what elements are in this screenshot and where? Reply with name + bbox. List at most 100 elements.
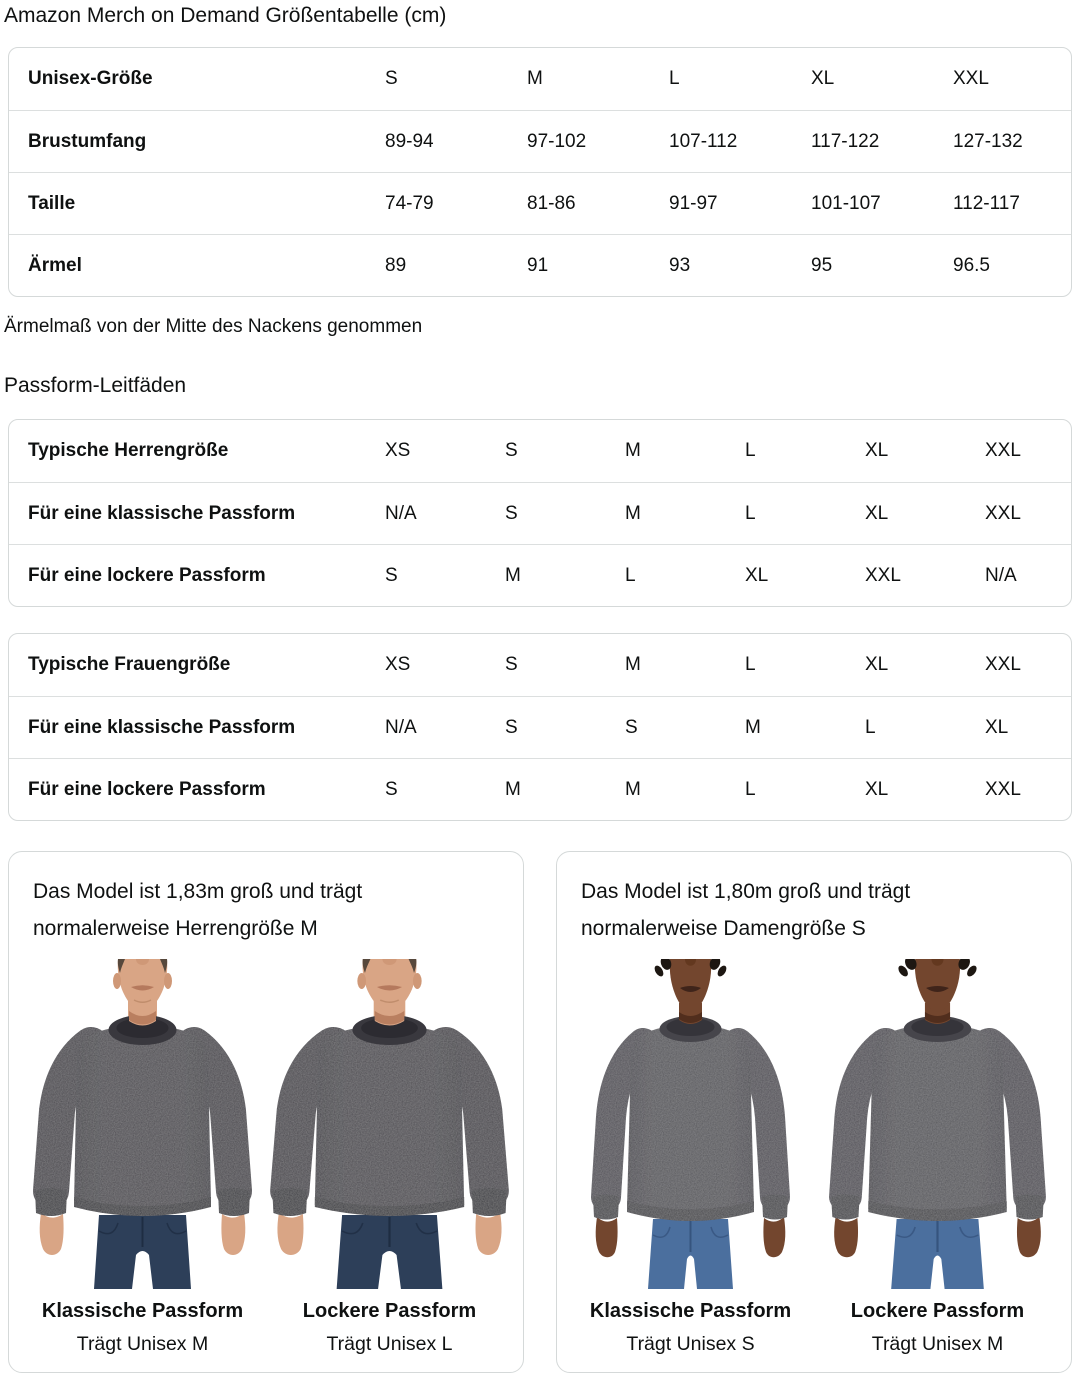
table-row: Taille 74-79 81-86 91-97 101-107 112-117 bbox=[9, 172, 1071, 234]
size-value: 97-102 bbox=[527, 130, 587, 152]
size-value: M bbox=[527, 68, 543, 89]
size-value: XXL bbox=[953, 68, 989, 89]
size-value: L bbox=[745, 778, 756, 800]
size-value: S bbox=[505, 654, 518, 675]
size-value: XL bbox=[745, 564, 769, 586]
table-row: Brustumfang 89-94 97-102 107-112 117-122… bbox=[9, 110, 1071, 172]
model-card-women: Das Model ist 1,80m groß und trägt norma… bbox=[556, 851, 1072, 1373]
size-value: M bbox=[625, 778, 641, 800]
model-card-description: Das Model ist 1,83m groß und trägt norma… bbox=[33, 880, 363, 940]
size-value: 91 bbox=[527, 254, 549, 276]
row-label: Typische Herrengröße bbox=[28, 440, 229, 461]
size-value: XL bbox=[865, 654, 889, 675]
size-value: XL bbox=[865, 440, 889, 461]
size-value: L bbox=[669, 68, 680, 89]
size-value: N/A bbox=[385, 502, 417, 524]
size-value: M bbox=[505, 778, 521, 800]
size-value: S bbox=[385, 778, 398, 800]
fit-caption: Klassische Passform bbox=[41, 1300, 244, 1322]
size-value: N/A bbox=[385, 716, 417, 738]
size-value: S bbox=[505, 502, 518, 524]
size-value: S bbox=[505, 716, 518, 738]
size-value: 89 bbox=[385, 254, 407, 276]
size-value: XL bbox=[811, 68, 835, 89]
size-value: 95 bbox=[811, 254, 833, 276]
size-value: S bbox=[385, 68, 398, 89]
size-value: L bbox=[625, 564, 636, 586]
sleeve-measure-note: Ärmelmaß von der Mitte des Nackens genom… bbox=[4, 316, 423, 337]
size-value: N/A bbox=[985, 564, 1017, 586]
figures-row: Klassische Passform Trägt Unisex S Locke… bbox=[567, 959, 1061, 1356]
row-label: Typische Frauengröße bbox=[28, 654, 231, 675]
row-label: Unisex-Größe bbox=[28, 68, 153, 89]
table-row: Für eine klassische Passform N/A S M L X… bbox=[9, 482, 1071, 544]
table-row: Für eine klassische Passform N/A S S M L… bbox=[9, 696, 1071, 758]
size-value: 112-117 bbox=[953, 192, 1020, 214]
row-label: Für eine klassische Passform bbox=[28, 502, 296, 524]
size-value: S bbox=[505, 440, 518, 461]
size-caption: Trägt Unisex M bbox=[871, 1333, 1004, 1355]
figure-classic-fit: Klassische Passform Trägt Unisex M bbox=[19, 959, 266, 1356]
size-value: XL bbox=[985, 716, 1009, 738]
size-value: 107-112 bbox=[669, 130, 738, 152]
figure-classic-fit: Klassische Passform Trägt Unisex S bbox=[567, 959, 814, 1356]
size-value: 101-107 bbox=[811, 192, 881, 214]
row-label: Für eine lockere Passform bbox=[28, 564, 266, 586]
fit-caption: Klassische Passform bbox=[589, 1300, 792, 1322]
size-value: XS bbox=[385, 440, 411, 461]
size-value: M bbox=[625, 440, 641, 461]
size-value: XL bbox=[865, 778, 889, 800]
size-value: 93 bbox=[669, 254, 691, 276]
size-value: M bbox=[625, 654, 641, 675]
model-photo-man-classic bbox=[25, 959, 260, 1289]
size-caption: Trägt Unisex M bbox=[76, 1333, 209, 1355]
row-label: Für eine lockere Passform bbox=[28, 778, 266, 800]
size-value: XS bbox=[385, 654, 411, 675]
size-value: XXL bbox=[985, 440, 1021, 461]
row-label: Für eine klassische Passform bbox=[28, 716, 296, 738]
table-row: Ärmel 89 91 93 95 96.5 bbox=[9, 234, 1071, 296]
table-row: Unisex-Größe S M L XL XXL bbox=[9, 48, 1071, 110]
size-value: XL bbox=[865, 502, 889, 524]
size-value: S bbox=[625, 716, 638, 738]
size-value: 127-132 bbox=[953, 130, 1023, 152]
size-value: 91-97 bbox=[669, 192, 718, 214]
size-value: M bbox=[745, 716, 761, 738]
size-value: L bbox=[745, 654, 756, 675]
size-value: XXL bbox=[865, 564, 901, 586]
figure-loose-fit: Lockere Passform Trägt Unisex L bbox=[266, 959, 513, 1356]
page-title: Amazon Merch on Demand Größentabelle (cm… bbox=[4, 4, 447, 27]
table-row: Für eine lockere Passform S M L XL XXL N… bbox=[9, 544, 1071, 606]
row-label: Taille bbox=[28, 192, 76, 214]
size-value: 89-94 bbox=[385, 130, 434, 152]
model-photo-man-loose bbox=[272, 959, 507, 1289]
unisex-size-table: Unisex-Größe S M L XL XXL Brustumfang 89… bbox=[8, 47, 1072, 297]
figure-loose-fit: Lockere Passform Trägt Unisex M bbox=[814, 959, 1061, 1356]
size-value: L bbox=[745, 502, 756, 524]
model-card-description: Das Model ist 1,80m groß und trägt norma… bbox=[581, 880, 911, 940]
model-photo-woman-classic bbox=[573, 959, 808, 1289]
table-row: Typische Frauengröße XS S M L XL XXL bbox=[9, 634, 1071, 696]
size-value: M bbox=[625, 502, 641, 524]
size-value: S bbox=[385, 564, 398, 586]
row-label: Ärmel bbox=[28, 254, 82, 276]
figures-row: Klassische Passform Trägt Unisex M Locke… bbox=[19, 959, 513, 1356]
table-row: Typische Herrengröße XS S M L XL XXL bbox=[9, 420, 1071, 482]
fit-caption: Lockere Passform bbox=[302, 1300, 477, 1322]
size-value: L bbox=[865, 716, 876, 738]
size-value: XXL bbox=[985, 654, 1021, 675]
fit-caption: Lockere Passform bbox=[850, 1300, 1025, 1322]
size-value: 117-122 bbox=[811, 130, 880, 152]
size-value: L bbox=[745, 440, 756, 461]
size-caption: Trägt Unisex S bbox=[626, 1333, 755, 1355]
row-label: Brustumfang bbox=[28, 130, 147, 152]
model-cards: Das Model ist 1,83m groß und trägt norma… bbox=[8, 851, 1072, 1373]
size-caption: Trägt Unisex L bbox=[326, 1333, 453, 1355]
size-value: 96.5 bbox=[953, 254, 990, 276]
size-value: 81-86 bbox=[527, 192, 576, 214]
model-card-men: Das Model ist 1,83m groß und trägt norma… bbox=[8, 851, 524, 1373]
size-value: XXL bbox=[985, 778, 1021, 800]
fit-table-men: Typische Herrengröße XS S M L XL XXL Für… bbox=[8, 419, 1072, 607]
fit-guides-heading: Passform-Leitfäden bbox=[4, 374, 187, 397]
model-photo-woman-loose bbox=[820, 959, 1055, 1289]
